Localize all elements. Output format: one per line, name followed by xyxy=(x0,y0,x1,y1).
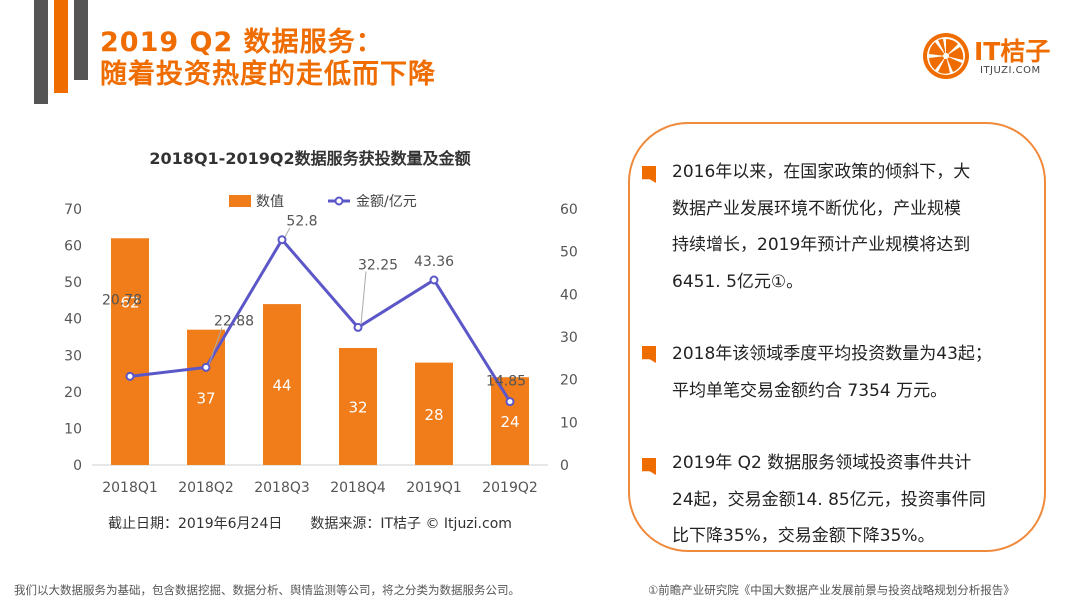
logo-name: IT桔子 xyxy=(974,37,1051,66)
y-left-tick-label: 50 xyxy=(64,275,82,291)
line-data-label: 52.8 xyxy=(286,214,317,230)
key-point-3-line: 24起，交易金额14. 85亿元，投资事件同 xyxy=(672,489,986,510)
line-data-label: 14.85 xyxy=(486,374,526,390)
y-right-tick-label: 40 xyxy=(560,287,578,303)
x-tick-label: 2018Q4 xyxy=(330,480,386,496)
key-point-1-line: 数据产业发展环境不断优化，产业规模 xyxy=(672,198,961,219)
page-title-line1: 2019 Q2 数据服务： xyxy=(100,27,384,58)
key-points-panel xyxy=(628,122,1046,552)
bar-data-label: 32 xyxy=(348,398,367,416)
legend-label-line: 金额/亿元 xyxy=(356,194,417,210)
line-point xyxy=(125,371,135,381)
y-left-tick-label: 0 xyxy=(73,458,82,474)
bar xyxy=(111,238,149,465)
bar-data-label: 37 xyxy=(196,389,215,407)
y-right-tick-label: 10 xyxy=(560,415,578,431)
header-bar-orange xyxy=(54,0,68,93)
y-left-tick-label: 60 xyxy=(64,239,82,255)
chart-title: 2018Q1-2019Q2数据服务获投数量及金额 xyxy=(149,149,471,168)
x-tick-label: 2019Q1 xyxy=(406,480,462,496)
line-data-label: 22.88 xyxy=(214,313,254,329)
y-right-tick-label: 60 xyxy=(560,202,578,218)
page-title-line2: 随着投资热度的走低而下降 xyxy=(100,59,436,90)
bar xyxy=(339,347,377,465)
legend-swatch-bars xyxy=(229,195,251,207)
header-bar-dark-2 xyxy=(74,0,88,80)
line-point xyxy=(353,322,363,332)
bar xyxy=(263,304,301,465)
key-point-3: 2019年 Q2 数据服务领域投资事件共计 24起，交易金额14. 85亿元，投… xyxy=(672,445,1032,555)
line-point xyxy=(201,362,211,372)
header-bar-dark-1 xyxy=(34,0,48,104)
line-point xyxy=(277,235,287,245)
bar xyxy=(187,329,225,465)
y-left-tick-label: 30 xyxy=(64,348,82,364)
y-left-tick-label: 10 xyxy=(64,421,82,437)
line-data-label: 43.36 xyxy=(414,254,454,270)
chart-area: 0 10 20 30 40 50 60 70 0 10 20 30 40 50 60 62 37 44 32 28 24… xyxy=(64,194,578,496)
legend-swatch-marker xyxy=(334,196,344,206)
line-label-leader xyxy=(360,271,367,325)
line-label-leader xyxy=(208,327,223,365)
bar-data-label: 24 xyxy=(500,413,519,431)
line-point xyxy=(505,397,515,407)
orange-slice-icon xyxy=(923,33,969,79)
chart-source: 截止日期：2019年6月24日 数据来源：IT桔子 © Itjuzi.com xyxy=(108,516,512,532)
footer-note-right: ①前瞻产业研究院《中国大数据产业发展前景与投资战略规划分析报告》 xyxy=(648,583,1015,597)
key-point-1-line: 6451. 5亿元①。 xyxy=(672,271,804,292)
key-point-1: 2016年以来，在国家政策的倾斜下，大 数据产业发展环境不断优化，产业规模 持续… xyxy=(672,154,1032,300)
bullet-icon-3 xyxy=(642,458,656,475)
y-left-tick-label: 20 xyxy=(64,385,82,401)
itjuzi-logo: IT桔子 ITJUZI.COM xyxy=(922,30,1067,82)
line-data-label: 32.25 xyxy=(358,257,398,273)
key-point-3-line: 2019年 Q2 数据服务领域投资事件共计 xyxy=(672,453,972,473)
bullet-icon-1 xyxy=(642,166,656,183)
y-right-tick-label: 30 xyxy=(560,330,578,346)
y-right-tick-label: 20 xyxy=(560,373,578,389)
line-point xyxy=(429,275,439,285)
y-left-tick-label: 70 xyxy=(64,202,82,218)
x-tick-label: 2018Q1 xyxy=(102,480,158,496)
bar-data-label: 62 xyxy=(120,294,139,312)
x-tick-label: 2018Q2 xyxy=(178,480,234,496)
bar-data-label: 28 xyxy=(424,406,443,424)
bullet-icon-2 xyxy=(642,346,656,363)
y-right-tick-label: 50 xyxy=(560,245,578,261)
x-tick-label: 2018Q3 xyxy=(254,480,310,496)
y-left-tick-label: 40 xyxy=(64,312,82,328)
bar-data-label: 44 xyxy=(272,377,291,395)
key-point-3-line: 比下降35%，交易金额下降35%。 xyxy=(672,526,935,546)
key-point-2: 2018年该领域季度平均投资数量为43起； 平均单笔交易金额约合 7354 万元… xyxy=(672,336,1032,409)
line-data-label: 20.78 xyxy=(102,292,142,308)
bar xyxy=(415,362,453,465)
series-line-amount xyxy=(129,237,512,403)
legend-label-bars: 数值 xyxy=(256,194,284,210)
y-right-tick-label: 0 xyxy=(560,458,569,474)
x-tick-label: 2019Q2 xyxy=(482,480,538,496)
key-point-1-line: 2016年以来，在国家政策的倾斜下，大 xyxy=(672,162,971,182)
key-point-2-line: 2018年该领域季度平均投资数量为43起； xyxy=(672,344,992,364)
line-label-leader xyxy=(284,227,291,237)
logo-url: ITJUZI.COM xyxy=(980,65,1041,76)
key-point-2-line: 平均单笔交易金额约合 7354 万元。 xyxy=(672,380,948,401)
footer-note-left: 我们以大数据服务为基础，包含数据挖掘、数据分析、舆情监测等公司，将之分类为数据服… xyxy=(14,583,520,597)
key-point-1-line: 持续增长，2019年预计产业规模将达到 xyxy=(672,235,971,255)
bar xyxy=(491,377,529,465)
